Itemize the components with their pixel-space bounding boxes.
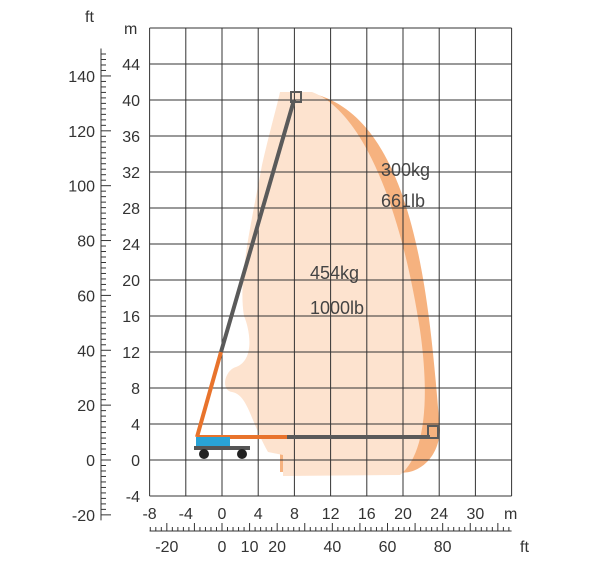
- x-m-tick-label: 4: [254, 506, 263, 523]
- ft-axis-tick-label: 120: [68, 124, 95, 141]
- m-unit-label-bottom: m: [504, 506, 517, 523]
- ft-unit-label-left: ft: [85, 9, 94, 26]
- x-m-tick-label: 0: [218, 506, 227, 523]
- inner-zone-lb-label: 1000lb: [310, 298, 364, 318]
- grid: [149, 27, 513, 497]
- platform-basket-top: [290, 91, 302, 103]
- x-ft-tick-label: -20: [155, 539, 178, 556]
- m-axis-tick-label: -4: [126, 489, 140, 506]
- x-ft-tick-label: 60: [379, 539, 397, 556]
- ft-axis-tick-label: 0: [86, 453, 95, 470]
- upper-boom-diagonal: [219, 99, 296, 353]
- x-m-tick-label: -4: [179, 506, 193, 523]
- x-m-tick-label: 8: [290, 506, 299, 523]
- m-axis-tick-label: 4: [131, 417, 140, 434]
- ft-axis-tick-label: 140: [68, 69, 95, 86]
- ft-axis-tick-label: -20: [72, 508, 95, 525]
- m-axis-tick-label: 16: [122, 309, 140, 326]
- x-m-tick-label: 12: [322, 506, 340, 523]
- ft-axis-tick-label: 20: [77, 398, 95, 415]
- x-ft-tick-label: 20: [268, 539, 286, 556]
- m-unit-label-left: m: [124, 21, 137, 38]
- m-axis-tick-label: 36: [122, 129, 140, 146]
- x-m-tick-label: 24: [430, 506, 448, 523]
- x-ft-tick-label: 10: [241, 539, 259, 556]
- m-axis-tick-label: 12: [122, 345, 140, 362]
- x-m-tick-label: 20: [394, 506, 412, 523]
- ft-axis-tick-label: 40: [77, 343, 95, 360]
- m-axis-tick-label: 0: [131, 453, 140, 470]
- m-axis-tick-label: 28: [122, 201, 140, 218]
- m-axis-tick-label: 24: [122, 237, 140, 254]
- chassis-base: [194, 446, 250, 450]
- inner-load-zone: [225, 92, 425, 476]
- m-axis-tick-label: 44: [122, 57, 140, 74]
- x-ft-tick-label: 0: [218, 539, 227, 556]
- x-ft-tick-label: 40: [323, 539, 341, 556]
- ft-axis-tick-label: 60: [77, 288, 95, 305]
- m-axis-tick-label: 32: [122, 165, 140, 182]
- m-axis-tick-label: 8: [131, 381, 140, 398]
- x-m-tick-label: 16: [358, 506, 376, 523]
- machine: [194, 91, 439, 459]
- m-axis-tick-label: 40: [122, 93, 140, 110]
- front-wheel: [199, 449, 209, 459]
- ft-axis-tick-label: 80: [77, 234, 95, 251]
- chassis: [196, 437, 230, 447]
- x-m-tick-label: -8: [142, 506, 156, 523]
- x-m-tick-label: 30: [467, 506, 485, 523]
- outer-zone-kg-label: 300kg: [381, 160, 430, 180]
- ft-axis-tick-label: 100: [68, 179, 95, 196]
- m-axis-tick-label: 20: [122, 273, 140, 290]
- x-ft-tick-label: 80: [434, 539, 452, 556]
- inner-zone-kg-label: 454kg: [310, 263, 359, 283]
- platform-basket-side: [427, 425, 439, 439]
- outer-zone-lb-label: 661lb: [381, 191, 425, 211]
- lower-boom-diagonal: [195, 351, 223, 438]
- rear-wheel: [237, 449, 247, 459]
- ft-unit-label-bottom: ft: [520, 539, 529, 556]
